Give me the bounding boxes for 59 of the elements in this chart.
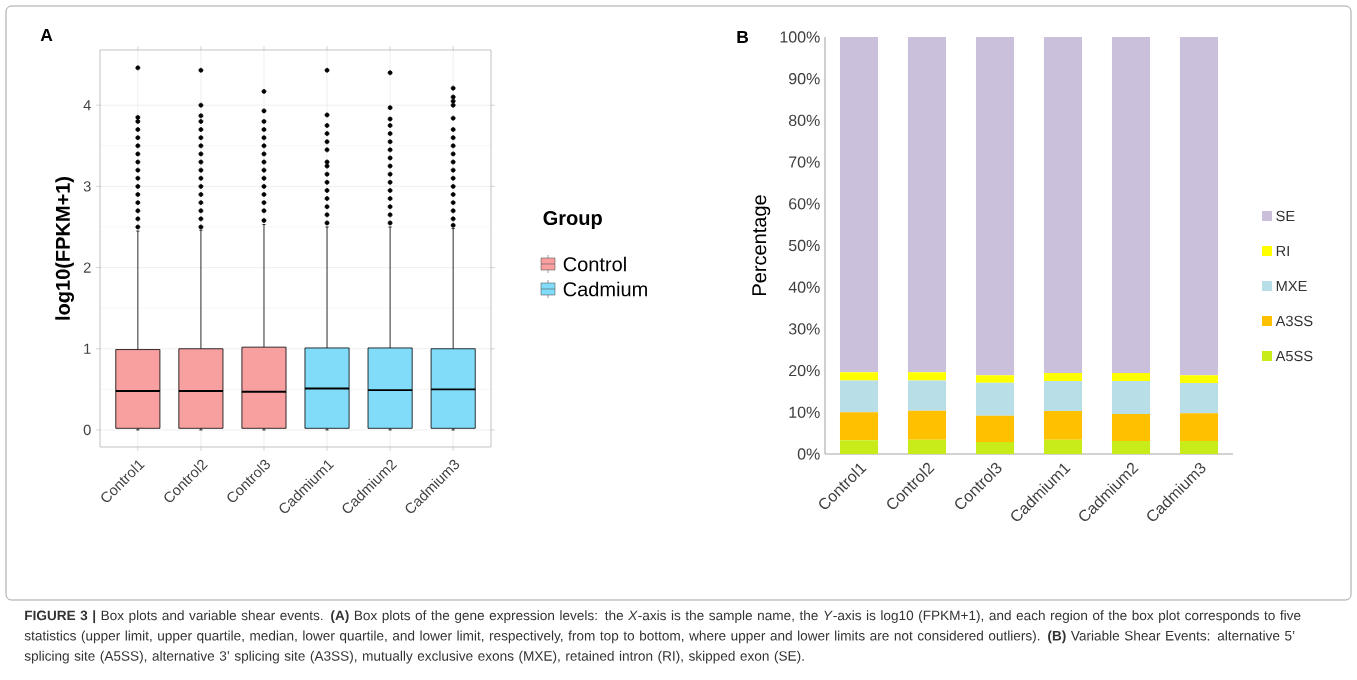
bar [907,372,947,381]
y-tick-label: 70% [789,156,820,168]
legend-label: SE [1276,210,1295,222]
legend-label: A5SS [1275,350,1313,362]
y-tick-label: 0 [83,424,91,436]
chart-title: A [40,29,53,41]
bar [975,382,1015,416]
bar [1179,37,1219,376]
bar [1179,413,1219,442]
legend-label: A3SS [1275,315,1313,327]
y-tick-label: 30% [788,323,820,335]
bar [1043,37,1083,374]
bar [1111,37,1151,374]
y-tick-label: 10% [789,406,820,418]
y-tick-label: 80% [788,114,820,127]
y-tick-label: 50% [788,239,820,252]
y-tick-label: 20% [789,364,820,377]
y-axis-title: Percentage [752,195,771,296]
y-tick-label: 100% [780,31,820,43]
bar [1111,441,1151,454]
bar [1111,413,1151,442]
y-axis-title: log10(FPKM+1) [55,176,74,320]
legend-label: Control [563,256,626,272]
bar [839,380,879,413]
legend-label: Cadmium [563,281,647,297]
legend-label: MXE [1276,280,1307,292]
bar [907,439,947,454]
y-tick-label: 4 [83,100,91,111]
y-tick-label: 2 [83,262,91,273]
bar [975,441,1015,454]
y-tick-label: 3 [83,181,91,192]
bar [1111,381,1151,414]
y-tick-label: 90% [789,73,820,85]
bar [839,440,879,454]
bar [1043,373,1083,382]
bar [1111,373,1151,382]
bar [839,37,879,373]
bar [1043,381,1083,412]
y-tick-label: 0% [797,448,820,460]
bar [907,380,947,411]
y-tick-label: 40% [788,281,820,293]
bar [1179,375,1219,384]
legend-title: Group [543,210,602,230]
bar [975,37,1015,376]
y-tick-label: 1 [84,343,91,354]
chart-title: B [737,31,748,43]
bar [1043,411,1083,440]
bar [839,412,879,441]
y-tick-label: 60% [789,198,820,210]
bar [1179,441,1219,454]
bar [975,415,1015,442]
bar [1043,439,1083,454]
text: FIGURE 3 | Box plots and variable shear events. (A) Box plots of the gene expression levels: the X-axis is the sample name, the Y-axis is log10 (FPKM+1), and each region of the box plot corresponds to five statistics (upper limit, upper quartile, median, lower quartile, and lower limit, respectively, from top to bottom, where upper and lower limits are not considered outliers). (B) Variable Shear Events: alternative 5’ splicing site (A5SS), alternative 3’ splicing site (A3SS), mutually exclusive exons (MXE), retained intron (RI), skipped exon (SE). [24,610,1301,664]
bar [907,37,947,373]
bar [975,375,1015,383]
bar [839,372,879,381]
legend-label: RI [1276,245,1289,257]
bar [907,410,947,440]
bar [1179,383,1219,414]
